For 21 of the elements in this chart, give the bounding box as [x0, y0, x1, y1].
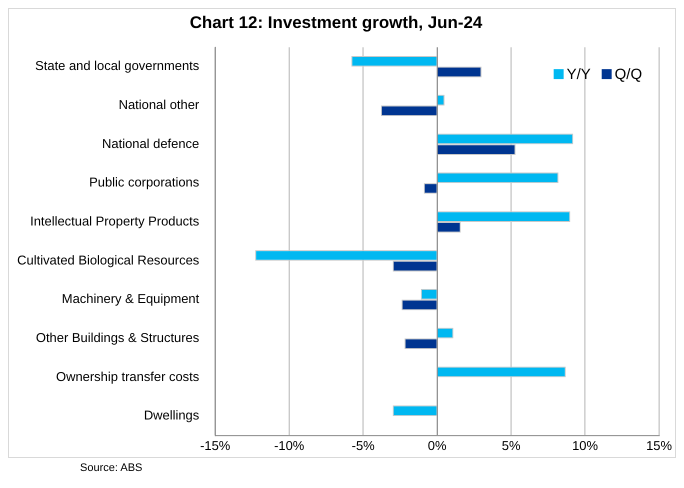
x-tick-label: 5%: [502, 438, 521, 453]
chart-title: Chart 12: Investment growth, Jun-24: [190, 12, 483, 32]
x-tick-label: 0%: [428, 438, 447, 453]
y-tick-label: Public corporations: [89, 174, 200, 190]
y-tick-label: Ownership transfer costs: [56, 368, 200, 384]
y-tick-label: Other Buildings & Structures: [36, 330, 200, 345]
y-tick-label: State and local governments: [35, 58, 200, 74]
y-tick-label: Dwellings: [144, 408, 200, 423]
x-tick-label: -10%: [274, 438, 305, 453]
x-tick-label: -15%: [200, 438, 231, 453]
x-tick-label: 10%: [572, 438, 599, 453]
legend-label: Q/Q: [614, 66, 642, 84]
x-tick-label: 15%: [646, 438, 672, 453]
y-tick-label: National other: [118, 97, 200, 112]
source-note: Source: ABS: [80, 462, 144, 474]
y-tick-label: Cultivated Biological Resources: [17, 252, 200, 268]
x-tick-label: -5%: [352, 438, 376, 453]
legend-label: Y/Y: [566, 66, 591, 84]
y-tick-label: Intellectual Property Products: [30, 214, 200, 229]
y-tick-label: Machinery & Equipment: [62, 291, 200, 306]
y-tick-label: National defence: [102, 136, 200, 151]
